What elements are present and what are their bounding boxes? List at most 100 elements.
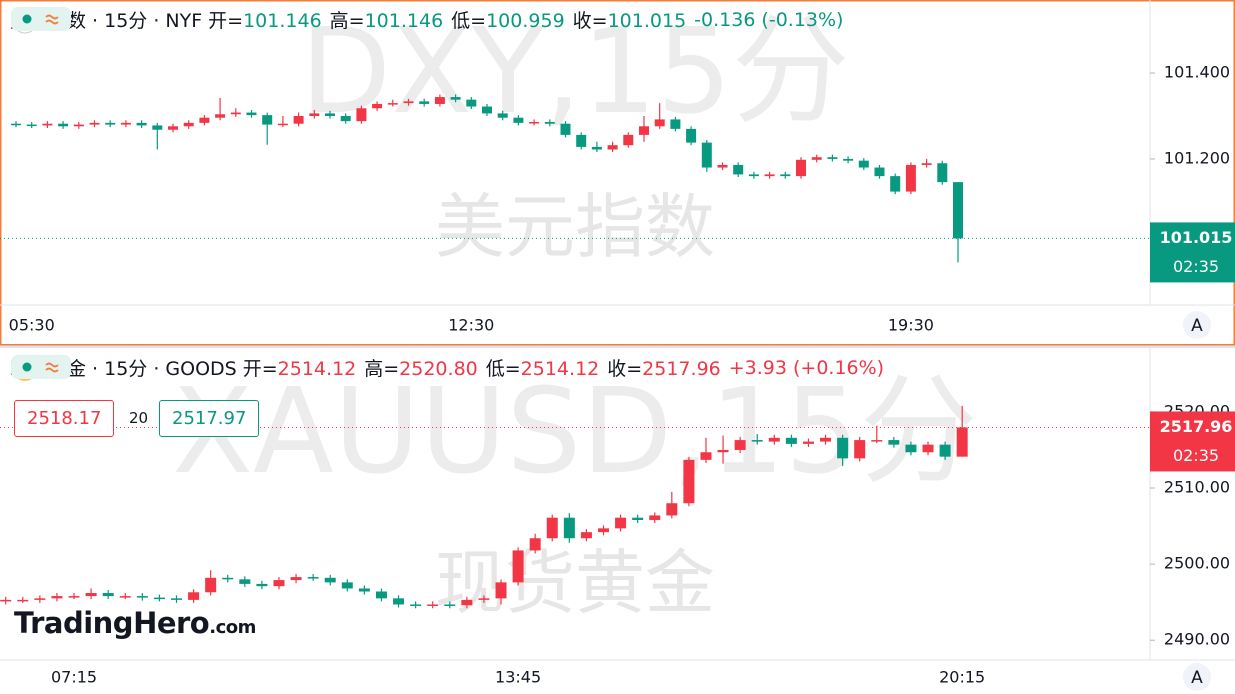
quote-stat: 低=2514.12 [486,354,600,381]
candle-body [546,517,558,539]
candle-body [393,598,405,605]
candle-body [168,126,178,130]
candle-body [450,97,461,100]
candle-body [632,517,644,520]
quote-label: 低= [451,10,487,32]
auto-button-label: A [1191,668,1203,688]
candle-body [717,164,728,168]
candle-body [215,114,226,118]
candle-body [615,517,627,529]
candle-body [324,577,336,583]
auto-button[interactable] [1183,663,1211,691]
panel-gap [0,345,1235,348]
candle-body [820,437,832,442]
market-dot [22,362,32,372]
candle-body [309,113,320,116]
candle-body [461,599,473,606]
candle-body [11,123,21,126]
candle-body [290,577,302,581]
candle-body [17,599,29,602]
quote-value: 2514.12 [520,358,600,380]
candle-body [905,164,916,192]
candle-body [58,123,69,127]
candle-body [666,503,678,516]
candle-body [293,115,304,124]
candle-body [871,440,883,442]
candle-body [874,167,885,177]
x-tick-label: 13:45 [495,668,541,687]
status-pill[interactable] [10,6,72,32]
candle-body [171,598,182,600]
quote-value: 101.015 [607,10,687,32]
candle-body [120,122,131,125]
quote-value: 100.959 [486,10,565,32]
candle-body [937,163,948,183]
bid-box[interactable]: 2518.17 [14,400,115,437]
candle-body [576,134,587,147]
pill-bg [11,7,71,31]
candle-body [513,117,524,123]
price-tag [1150,222,1235,283]
candle-body [854,440,866,459]
candle-body [670,119,681,129]
candle-body [495,582,507,599]
quote-label: 收= [607,358,643,380]
candle-body [152,125,163,130]
quote-label: 开= [208,10,244,32]
auto-button[interactable] [1183,311,1211,339]
candle-body [890,176,901,192]
candle-body [356,108,367,122]
candle-body [358,588,370,592]
candle-body [905,444,917,453]
x-tick-label: 07:15 [51,668,97,687]
candle-body [796,159,806,177]
y-tick-label: 101.200 [1164,148,1230,167]
candle-body [837,437,849,459]
quote-label: 开= [242,358,278,380]
candle-body [827,157,838,159]
quote-label: 收= [572,10,608,32]
x-tick-label: 05:30 [9,316,55,335]
ask-box[interactable]: 2517.97 [159,400,260,437]
price-tag-value: 101.015 [1160,228,1233,247]
candle-body [734,440,746,450]
candle-body [466,99,477,107]
candle-body [686,128,697,143]
delay-icon [45,362,59,373]
candle-body [153,597,165,600]
candle-body [136,122,147,126]
candle-body [239,579,251,584]
candle-body [683,459,695,504]
candle-body [717,449,729,453]
watermark: DXY,15分 [300,2,849,140]
candle-body [512,550,524,583]
candle-body [563,517,575,539]
logo-domain: .com [209,617,256,638]
candle-body [89,122,100,125]
candle-body [751,440,763,442]
quote-value: 2517.96 [642,358,721,380]
auto-button-label: A [1191,316,1203,336]
candle-body [0,599,12,602]
pill-bg [11,355,71,379]
candle-body [26,124,37,127]
chart-header: 现货黄金 · 15分 · GOODS 开=2514.12 高=2520.80 低=25… [10,354,890,381]
market-dot [22,14,32,24]
x-tick-label: 12:30 [448,316,494,335]
quote-stat: 收=2517.96 [607,354,721,381]
candle-body [73,124,84,127]
candle-body [639,126,649,135]
candle-body [956,427,968,457]
spread: 20 [129,409,149,427]
quote-value: 2520.80 [399,358,478,380]
candle-body [403,101,414,104]
candle-body [482,106,492,114]
quote-stat: 收=101.015 [573,6,687,33]
candle-body [262,115,273,125]
watermark-sub: 现货黄金 [435,542,715,624]
candle-body [560,123,571,135]
status-pill[interactable] [10,354,72,380]
quote-value: 101.146 [243,10,322,32]
watermark: XAUUSD,15分 [172,362,978,500]
